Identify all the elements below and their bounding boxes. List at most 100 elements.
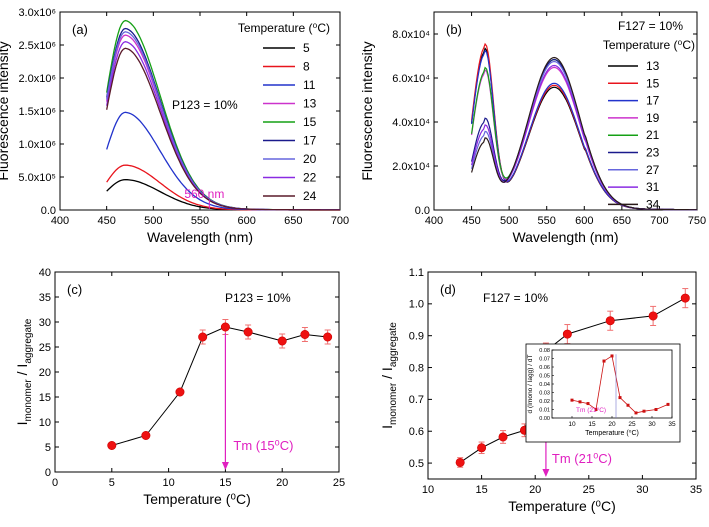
legend-label: 20 [303,152,317,166]
legend-label: 24 [303,189,317,203]
data-point [141,430,151,440]
inset-data-point [586,402,590,406]
x-tick-label: 400 [51,215,69,227]
data-point [220,322,230,332]
annotation: P123 = 10% [172,98,238,112]
legend-label: 21 [646,128,660,142]
x-tick-label: 35 [690,484,702,496]
legend-label: 22 [303,171,317,185]
legend-label: 19 [646,111,660,125]
y-tick-label: 1.0x10⁶ [18,139,56,151]
y-tick-label: 0 [45,467,51,479]
data-point [477,443,487,453]
inset-x-tick-label: 10 [568,421,576,428]
y-tick-label: 5 [45,442,51,454]
y-tick-label: 0.0 [41,205,56,217]
x-tick-label: 450 [462,215,480,227]
y-tick-label: 0.7 [409,394,424,406]
x-tick-label: 700 [331,215,349,227]
inset-y-tick-label: 0.00 [539,416,550,422]
panel-b: 400 450 500 550 600 650 700 750 0.0 2.0x10⁴ 4.0x10… [359,11,706,245]
x-tick-label: 20 [529,484,541,496]
y-tick-label: 2.0x10⁶ [18,73,56,85]
y-axis-title: Imonomer / Iaggregate [14,318,34,425]
y-tick-label: 0.0 [415,205,430,217]
y-tick-label: 0.8 [409,362,424,374]
series-line [471,47,697,211]
y-tick-label: 2.5x10⁶ [18,40,56,52]
y-tick-label: 1.0 [409,299,424,311]
x-axis-title: Wavelength (nm) [147,229,253,245]
data-point [605,316,615,326]
inset-y-tick-label: 0.04 [539,382,550,388]
y-tick-label: 3.0x10⁶ [18,7,56,19]
x-tick-label: 5 [109,477,115,489]
y-tick-label: 1.1 [409,267,424,279]
y-tick-label: 0.6 [409,426,424,438]
x-tick-label: 450 [97,215,115,227]
x-tick-label: 500 [144,215,162,227]
x-tick-label: 550 [191,215,209,227]
inset-data-point [642,409,646,413]
series-line [471,42,697,211]
x-tick-label: 25 [333,477,345,489]
inset-data-point [602,359,606,363]
x-tick-label: 10 [162,477,174,489]
legend-label: 11 [303,78,316,92]
inset-y-tick-label: 0.02 [539,399,550,405]
inset-data-point [578,400,582,404]
inset-y-tick-label: 0.01 [539,408,550,414]
inset-y-tick-label: 0.08 [539,348,550,354]
x-axis-title: Wavelength (nm) [512,229,618,245]
y-tick-label: 5.0x10⁵ [18,172,56,184]
y-tick-label: 4.0x10⁴ [392,117,430,129]
data-point [107,440,117,450]
legend-label: 5 [303,41,310,55]
x-tick-label: 15 [475,484,487,496]
x-tick-label: 500 [500,215,518,227]
tm-label: Tm (21⁰C) [552,451,612,466]
y-axis-title: Fluorescence intensity [0,41,11,180]
y-tick-label: 10 [39,417,51,429]
x-tick-label: 750 [688,215,706,227]
inset-data-point [626,403,630,407]
inset-data-point [570,398,574,402]
inset-data-point [634,411,638,415]
data-point [498,432,508,442]
inset-data-point [618,396,622,400]
x-tick-label: 30 [636,484,648,496]
inset-tm-label: Tm (21⁰C) [576,407,606,414]
x-axis-title: Temperature (⁰C) [143,491,251,507]
inset-chart: 10 15 20 25 30 35 0.00 0.01 0.02 0.03 0.04 0.05 0.06… [525,343,681,443]
y-tick-label: 0.5 [409,458,424,470]
legend-label: 13 [303,97,317,111]
y-tick-label: 2.0x10⁴ [392,161,430,173]
x-tick-label: 550 [538,215,556,227]
series-line [111,326,328,446]
data-point [175,387,185,397]
legend-label: 15 [646,76,660,90]
inset-x-tick-label: 25 [628,421,636,428]
panel-a: 400 450 500 550 600 650 700 0.0 5.0x10⁵ 1.0x10⁶ 1.… [0,7,349,245]
data-point [243,327,253,337]
inset-data-point [654,408,658,411]
x-tick-label: 400 [425,215,443,227]
y-tick-label: 15 [39,392,51,404]
annotation: F127 = 10% [618,19,683,33]
panel-c: 0 5 10 15 20 25 0 5 10 15 20 25 30 35 40 Temperature (⁰… [14,267,345,507]
plot-frame [54,271,340,473]
panel-d: 10 15 20 25 30 35 0.5 0.6 0.7 0.8 0.9 1.0 1.1 Tempera… [379,267,702,514]
x-tick-label: 600 [575,215,593,227]
y-tick-label: 8.0x10⁴ [392,29,430,41]
panel-label: (a) [72,22,88,37]
legend-label: 27 [646,163,660,177]
legend-label: 17 [646,94,660,108]
inset-y-tick-label: 0.05 [539,374,550,380]
panel-label: (b) [446,22,462,37]
y-tick-label: 35 [39,292,51,304]
inset-y-tick-label: 0.07 [539,357,550,363]
inset-x-tick-label: 35 [668,421,676,428]
y-tick-label: 6.0x10⁴ [392,73,430,85]
legend-title: Temperature (⁰C) [603,38,695,52]
